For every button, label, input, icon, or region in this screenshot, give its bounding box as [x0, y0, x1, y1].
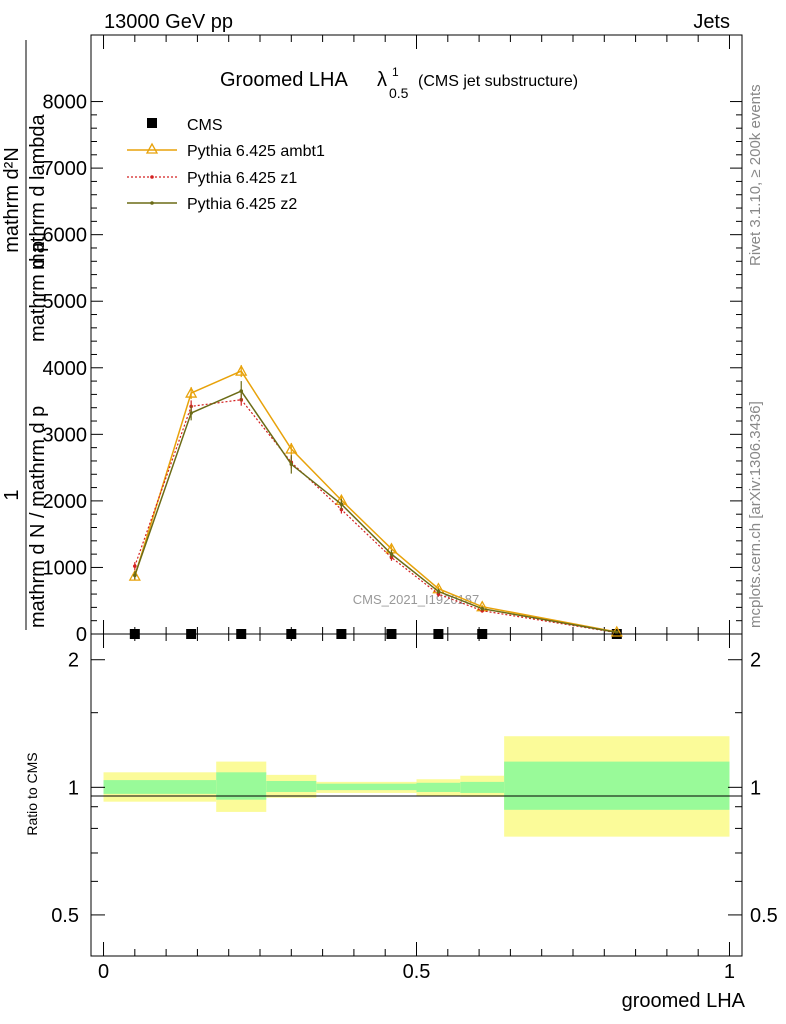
y-title-denominator-1: mathrm d N / mathrm d p	[27, 406, 49, 628]
ratio-y-tick-label: 2	[68, 650, 79, 672]
legend-z1-label: Pythia 6.425 z1	[187, 170, 297, 187]
plot-title: Groomed LHA λ 1 0.5 (CMS jet substructur…	[220, 65, 578, 101]
ratio-inner-band	[416, 782, 461, 792]
x-tick-label: 1	[724, 961, 735, 983]
y-tick-label: 8000	[43, 92, 88, 114]
z2-data-point	[189, 411, 193, 415]
header-process: Jets	[693, 11, 730, 33]
ratio-y-label: Ratio to CMS	[24, 752, 40, 835]
z2-data-point	[389, 552, 394, 556]
z1-data-point	[133, 564, 137, 568]
title-sup: 1	[392, 65, 399, 79]
y-tick-label: 1000	[43, 557, 88, 579]
y-axis-title: 1 mathrm d²N mathrm d N / mathrm d p mat…	[1, 40, 49, 630]
ratio-y-tick-label: 0.5	[51, 905, 79, 927]
ratio-panel: 0.5 0.51 12 2 0 0.5 1 Ratio to CMS	[24, 633, 778, 983]
ratio-inner-band	[316, 783, 417, 791]
mcplots-label: mcplots.cern.ch [arXiv:1306.3436]	[747, 401, 764, 628]
y-tick-label: 6000	[43, 225, 88, 247]
legend-cms-label: CMS	[187, 117, 223, 134]
ratio-y-tick-label-right: 1	[750, 777, 761, 799]
y-title-numerator: mathrm d²N	[1, 147, 23, 253]
ambt1-data-point	[128, 569, 141, 581]
legend: CMS Pythia 6.425 ambt1 Pythia 6.425 z1 P…	[127, 117, 325, 213]
title-sub: 0.5	[389, 85, 409, 101]
y-tick-label: 7000	[43, 158, 88, 180]
ratio-inner-band	[504, 761, 730, 810]
rivet-label: Rivet 3.1.10, ≥ 200k events	[747, 84, 764, 266]
z2-data-point	[615, 630, 619, 635]
x-tick-label: 0.5	[403, 961, 431, 983]
ratio-inner-band	[103, 780, 217, 794]
ratio-inner-band	[460, 781, 505, 793]
ratio-y-ticks: 0.5 0.5 1 1 2 2	[51, 650, 778, 927]
ratio-inner-band	[216, 772, 267, 800]
main-y-ticks: 0 1000 2000 3000 4000 5000 6000 7000 8000	[43, 92, 742, 646]
y-title-denominator-3: mathrm d lambda	[27, 114, 49, 270]
ratio-bands	[103, 736, 730, 837]
x-axis-label: groomed LHA	[622, 990, 746, 1012]
y-tick-label: 5000	[43, 291, 88, 313]
ratio-y-tick-label-right: 2	[750, 650, 761, 672]
y-tick-label: 3000	[43, 424, 88, 446]
legend-ambt1-label: Pythia 6.425 ambt1	[187, 143, 325, 160]
z2-data-point	[436, 589, 441, 594]
ratio-y-tick-label: 1	[68, 777, 79, 799]
header-energy: 13000 GeV pp	[104, 11, 233, 33]
z2-data-point	[480, 606, 485, 611]
title-note: (CMS jet substructure)	[418, 73, 578, 90]
x-tick-label: 0	[98, 961, 109, 983]
y-title-denominator-2: mathrm d p	[27, 241, 49, 342]
legend-z2-marker	[150, 201, 154, 205]
ambt1-data-point	[235, 364, 248, 376]
ambt1-data-point	[285, 442, 298, 454]
main-x-ticks	[103, 35, 730, 634]
y-title-one: 1	[1, 489, 23, 500]
ratio-x-ticks: 0 0.5 1	[98, 634, 735, 983]
ambt1-data-point	[185, 386, 198, 398]
y-tick-label: 2000	[43, 491, 88, 513]
z2-data-point	[133, 573, 137, 578]
y-tick-label: 4000	[43, 358, 88, 380]
z2-data-point	[289, 462, 294, 467]
legend-cms-marker	[147, 118, 157, 128]
title-main: Groomed LHA	[220, 69, 348, 91]
legend-z2-label: Pythia 6.425 z2	[187, 196, 297, 213]
z2-data-point	[339, 502, 344, 507]
ratio-inner-band	[266, 780, 317, 792]
y-tick-label: 0	[76, 624, 87, 646]
z2-data-point	[239, 389, 244, 393]
title-lambda: λ	[377, 69, 387, 91]
ratio-y-tick-label-right: 0.5	[750, 905, 778, 927]
legend-z1-marker	[150, 175, 154, 179]
z1-data-point	[339, 507, 344, 512]
legend-ambt1-marker	[145, 142, 159, 154]
